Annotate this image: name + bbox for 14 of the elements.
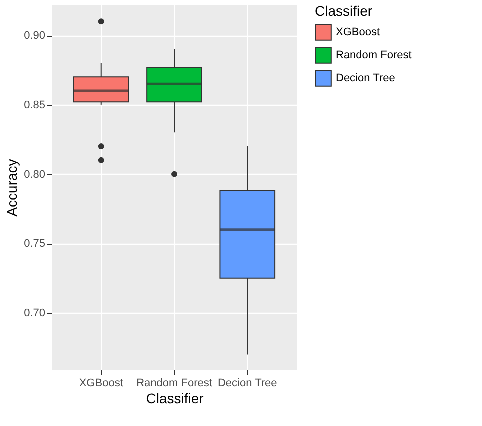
legend-label: XGBoost (336, 26, 380, 38)
y-tick-label: 0.70 (24, 308, 46, 320)
legend-label: Random Forest (336, 50, 412, 62)
x-tick-label: Random Forest (136, 378, 212, 390)
legend-label: Decion Tree (336, 72, 396, 84)
y-tick-label: 0.85 (24, 99, 46, 112)
y-tick-label: 0.80 (24, 168, 46, 181)
y-axis-title: Accuracy (4, 159, 20, 217)
x-tick-label: XGBoost (79, 378, 124, 390)
legend-title: Classifier (315, 3, 373, 19)
y-tick-label: 0.90 (24, 30, 46, 42)
x-axis-title: Classifier (146, 390, 204, 406)
y-tick-label: 0.75 (24, 238, 46, 250)
x-tick-label: Decion Tree (218, 378, 278, 390)
